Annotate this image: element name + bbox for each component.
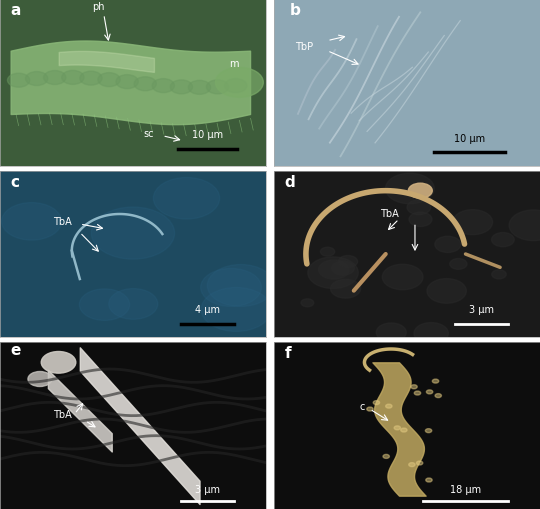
Circle shape bbox=[416, 461, 423, 465]
Circle shape bbox=[2, 203, 62, 241]
Circle shape bbox=[301, 299, 314, 307]
Circle shape bbox=[453, 210, 492, 235]
Text: 10 μm: 10 μm bbox=[454, 133, 485, 144]
Circle shape bbox=[367, 407, 373, 411]
Circle shape bbox=[414, 323, 448, 345]
Text: f: f bbox=[285, 346, 291, 360]
Circle shape bbox=[376, 323, 406, 342]
Circle shape bbox=[116, 75, 138, 90]
Text: TbA: TbA bbox=[380, 208, 399, 218]
Circle shape bbox=[308, 258, 358, 289]
Circle shape bbox=[386, 174, 434, 205]
Text: e: e bbox=[11, 343, 21, 357]
Circle shape bbox=[25, 72, 48, 87]
Circle shape bbox=[414, 391, 421, 395]
Circle shape bbox=[382, 265, 423, 290]
Circle shape bbox=[79, 289, 130, 321]
Text: c: c bbox=[359, 401, 364, 411]
Text: b: b bbox=[290, 3, 301, 18]
Circle shape bbox=[450, 259, 467, 270]
Circle shape bbox=[332, 262, 354, 276]
Circle shape bbox=[152, 79, 174, 94]
Text: c: c bbox=[11, 174, 19, 189]
Circle shape bbox=[206, 81, 229, 95]
Circle shape bbox=[41, 352, 76, 374]
Text: 3 μm: 3 μm bbox=[469, 305, 494, 315]
Circle shape bbox=[98, 73, 120, 88]
Circle shape bbox=[201, 288, 272, 332]
Circle shape bbox=[207, 265, 274, 307]
Circle shape bbox=[225, 79, 247, 94]
Circle shape bbox=[426, 478, 432, 482]
Circle shape bbox=[394, 426, 401, 430]
Circle shape bbox=[201, 269, 261, 307]
Circle shape bbox=[62, 71, 84, 85]
Circle shape bbox=[411, 385, 417, 389]
Text: 10 μm: 10 μm bbox=[192, 130, 223, 140]
Circle shape bbox=[330, 280, 361, 299]
Text: 3 μm: 3 μm bbox=[195, 485, 220, 494]
Circle shape bbox=[509, 211, 540, 241]
Circle shape bbox=[427, 390, 433, 394]
Circle shape bbox=[319, 261, 349, 279]
Circle shape bbox=[170, 81, 193, 95]
Circle shape bbox=[386, 404, 392, 408]
Text: m: m bbox=[229, 59, 238, 69]
Circle shape bbox=[373, 401, 380, 405]
Circle shape bbox=[409, 463, 415, 467]
Circle shape bbox=[435, 394, 441, 398]
Text: TbP: TbP bbox=[295, 42, 313, 52]
Circle shape bbox=[338, 256, 357, 268]
Text: sc: sc bbox=[144, 128, 154, 138]
Circle shape bbox=[492, 270, 507, 279]
Circle shape bbox=[409, 213, 432, 227]
Circle shape bbox=[401, 428, 407, 432]
Text: TbA: TbA bbox=[53, 216, 72, 227]
Text: a: a bbox=[11, 3, 21, 18]
Circle shape bbox=[435, 237, 461, 253]
Circle shape bbox=[407, 201, 431, 215]
Circle shape bbox=[215, 68, 264, 98]
Circle shape bbox=[320, 248, 335, 257]
Circle shape bbox=[408, 184, 432, 199]
Circle shape bbox=[153, 178, 220, 219]
Text: d: d bbox=[285, 174, 295, 189]
Circle shape bbox=[134, 77, 157, 92]
Circle shape bbox=[383, 455, 389, 459]
Circle shape bbox=[109, 289, 158, 320]
Circle shape bbox=[8, 74, 30, 88]
Text: 18 μm: 18 μm bbox=[450, 485, 481, 494]
Circle shape bbox=[80, 72, 102, 86]
Circle shape bbox=[491, 233, 514, 247]
Circle shape bbox=[427, 279, 467, 304]
Circle shape bbox=[188, 81, 211, 95]
Circle shape bbox=[91, 208, 174, 260]
Circle shape bbox=[426, 429, 432, 433]
Text: ph: ph bbox=[92, 2, 105, 12]
Circle shape bbox=[28, 372, 52, 387]
Text: TbA: TbA bbox=[53, 410, 72, 419]
Text: 4 μm: 4 μm bbox=[195, 305, 220, 315]
Circle shape bbox=[433, 379, 438, 383]
Circle shape bbox=[44, 71, 66, 86]
